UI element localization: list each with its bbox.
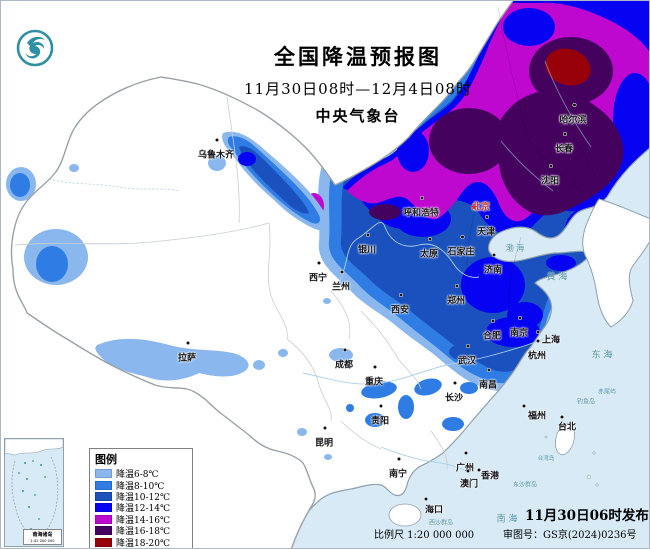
- legend: 图例 降温6-8℃ 降温8-10℃ 降温10-12℃ 降温12-14℃ 降温14-16℃…: [89, 448, 193, 548]
- legend-items: 降温6-8℃ 降温8-10℃ 降温10-12℃ 降温12-14℃ 降温14-16℃ 降温1…: [95, 468, 187, 548]
- map-scale: 比例尺 1:20 000 000: [374, 530, 475, 541]
- legend-item: 降温10-12℃: [95, 491, 187, 503]
- inset-map: [4, 438, 64, 546]
- map-period: 11月30日08时—12月4日08时: [244, 80, 472, 98]
- national-border: [10, 1, 514, 548]
- coastline: [289, 147, 649, 548]
- legend-item: 降温8-10℃: [95, 479, 187, 492]
- publish-time: 11月30日06时发布: [525, 508, 649, 524]
- mongolia-landmass: [161, 1, 513, 185]
- map-agency: 中央气象台: [315, 107, 401, 125]
- legend-item: 降温6-8℃: [95, 468, 187, 481]
- legend-label: 降温6-8℃: [116, 470, 159, 481]
- legend-label: 降温10-12℃: [116, 492, 171, 503]
- title-block: 全国降温预报图 11月30日08时—12月4日08时 中央气象台: [166, 41, 550, 126]
- province-boundaries-dark: [466, 6, 596, 318]
- legend-swatch: [95, 537, 112, 547]
- legend-swatch: [95, 526, 112, 536]
- legend-item: 降温14-16℃: [95, 514, 187, 526]
- legend-title: 图例: [95, 453, 117, 466]
- cma-logo: [14, 27, 56, 73]
- legend-swatch: [95, 480, 112, 490]
- desert-line: [48, 178, 180, 192]
- korea-peninsula: [582, 198, 649, 328]
- legend-swatch: [95, 469, 112, 479]
- hainan-island: [388, 503, 422, 527]
- south-china-sea-inset: 南海诸岛 1:42 000 000: [4, 438, 64, 547]
- inset-label-box: 南海诸岛 1:42 000 000: [23, 529, 62, 545]
- inset-scale: 1:42 000 000: [30, 538, 55, 543]
- legend-label: 降温18-20℃: [116, 538, 171, 549]
- approval-number: 审图号：GS京(2024)0236号: [503, 530, 637, 541]
- map-title: 全国降温预报图: [274, 44, 442, 69]
- legend-label: 降温16-18℃: [116, 527, 171, 538]
- legend-swatch: [95, 514, 112, 524]
- legend-swatch: [95, 491, 112, 501]
- inset-title: 南海诸岛: [32, 532, 53, 538]
- legend-item: 降温16-18℃: [95, 525, 187, 538]
- legend-label: 降温8-10℃: [116, 481, 165, 492]
- legend-label: 降温12-14℃: [116, 504, 171, 515]
- taiwan-island: [555, 422, 575, 456]
- legend-swatch: [95, 503, 112, 513]
- south-neighbours: [1, 313, 316, 548]
- legend-label: 降温14-16℃: [116, 515, 171, 526]
- rivers: [302, 60, 592, 472]
- legend-item: 降温12-14℃: [95, 502, 187, 515]
- legend-item: 降温18-20℃: [95, 536, 187, 549]
- province-boundaries: [14, 96, 448, 470]
- cma-logo-icon: [16, 29, 54, 67]
